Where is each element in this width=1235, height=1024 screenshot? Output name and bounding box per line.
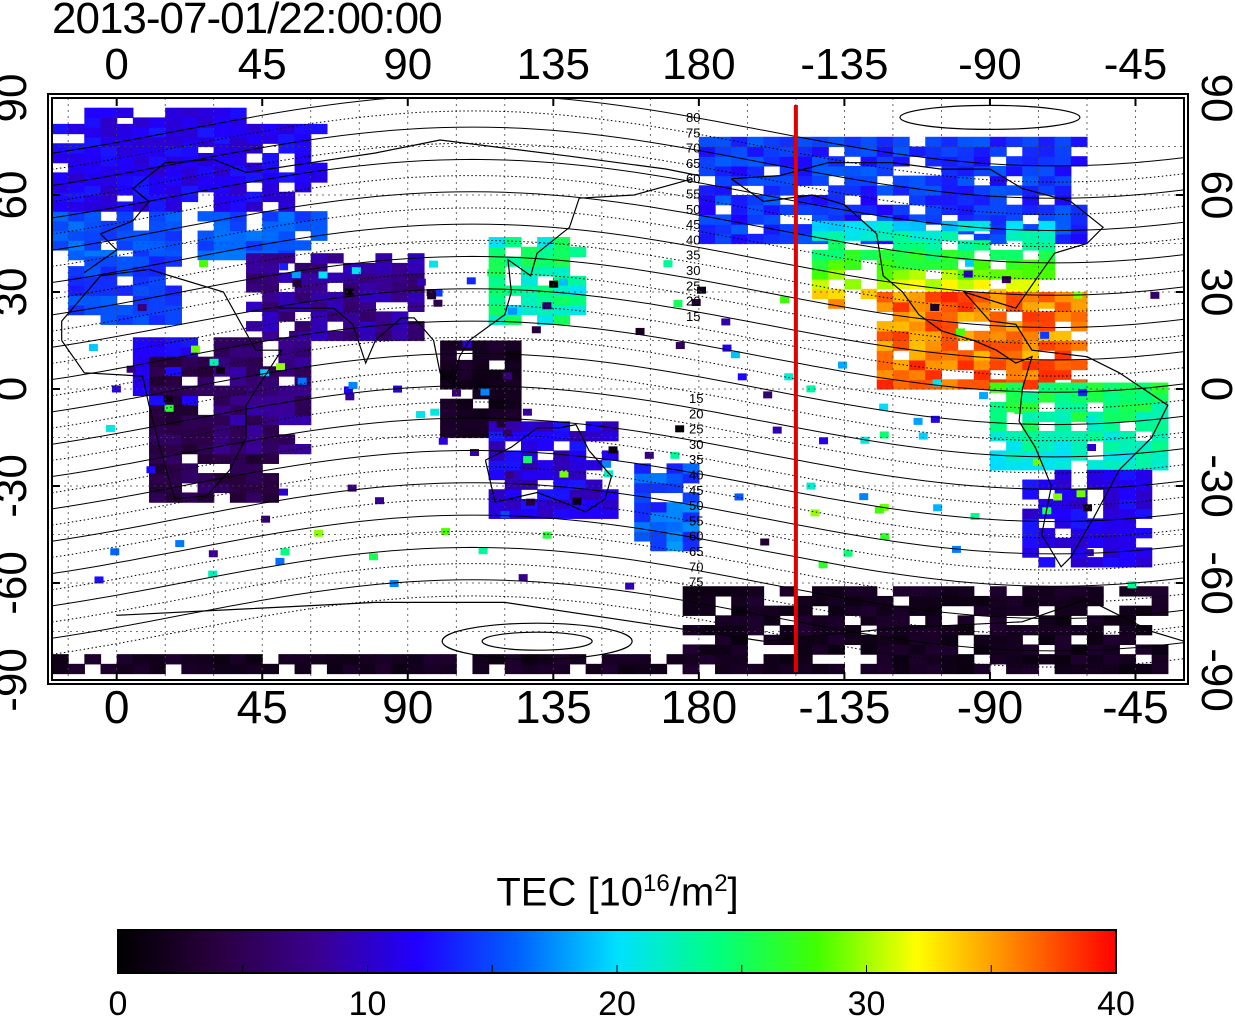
frame-ticks [47,93,1189,685]
contour-label: 60 [689,529,703,544]
contour-label: 55 [689,513,703,528]
magnetic-contours [52,98,1184,668]
contour-label: 70 [689,559,703,574]
colorbar-tick-0: 0 [108,985,128,1023]
bottom-lon-tick-6: -90 [956,681,1024,733]
contour-label: 50 [689,498,703,513]
contour-label: 15 [686,309,700,324]
contour-label: 20 [686,294,700,309]
bottom-lon-tick-7: -45 [1102,681,1169,733]
top-lon-tick-4: 180 [662,40,736,89]
bottom-lon-tick-2: 90 [382,681,434,733]
contour-label: 75 [686,125,700,140]
contour-label: 15 [689,391,703,406]
contour-label: 45 [689,483,703,498]
contour-label: 80 [686,110,700,125]
top-lon-tick-7: -45 [1103,40,1168,89]
top-lon-tick-3: 135 [516,40,591,89]
timestamp-title: 2013-07-01/22:00:00 [52,0,443,43]
contour-label: 20 [689,406,703,421]
contour-label: 35 [686,248,700,263]
contour-label: 25 [686,278,700,293]
bottom-lon-tick-4: 180 [660,681,738,733]
colorbar-tick-2: 20 [598,985,636,1023]
contour-label: 65 [689,544,703,559]
contour-label: 70 [686,141,700,156]
colorbar-label: TEC [1016/m2] [496,870,739,915]
contour-label: 75 [689,575,703,590]
bottom-lon-tick-1: 45 [236,681,288,733]
colorbar-tick-3: 30 [847,985,886,1023]
bottom-lon-tick-3: 135 [514,681,592,733]
top-lon-tick-0: 0 [104,40,129,89]
coastlines [61,139,1184,642]
contour-labels: 8075706560555045403530252015152025303540… [686,110,703,590]
tec-heatmap [52,107,1169,675]
colorbar-tick-1: 10 [348,985,387,1023]
contour-label: 65 [686,156,700,171]
colorbar-tick-4: 40 [1097,985,1135,1023]
contour-label: 40 [686,232,700,247]
top-lon-tick-1: 45 [237,40,287,89]
top-lon-tick-2: 90 [383,40,433,89]
colorbar-tick-marks [117,965,1117,973]
contour-label: 50 [686,202,700,217]
top-lon-tick-6: -90 [958,40,1022,89]
contour-label: 55 [686,187,700,202]
contour-label: 30 [689,437,703,452]
contour-label: 40 [689,468,703,483]
contour-label: 60 [686,171,700,186]
contour-label: 35 [689,452,703,467]
top-lon-tick-5: -135 [800,40,889,89]
contour-label: 25 [689,422,703,437]
contour-label: 30 [686,263,700,278]
bottom-lon-tick-5: -135 [798,681,891,733]
contour-label: 45 [686,217,700,232]
bottom-lon-tick-0: 0 [103,681,130,733]
